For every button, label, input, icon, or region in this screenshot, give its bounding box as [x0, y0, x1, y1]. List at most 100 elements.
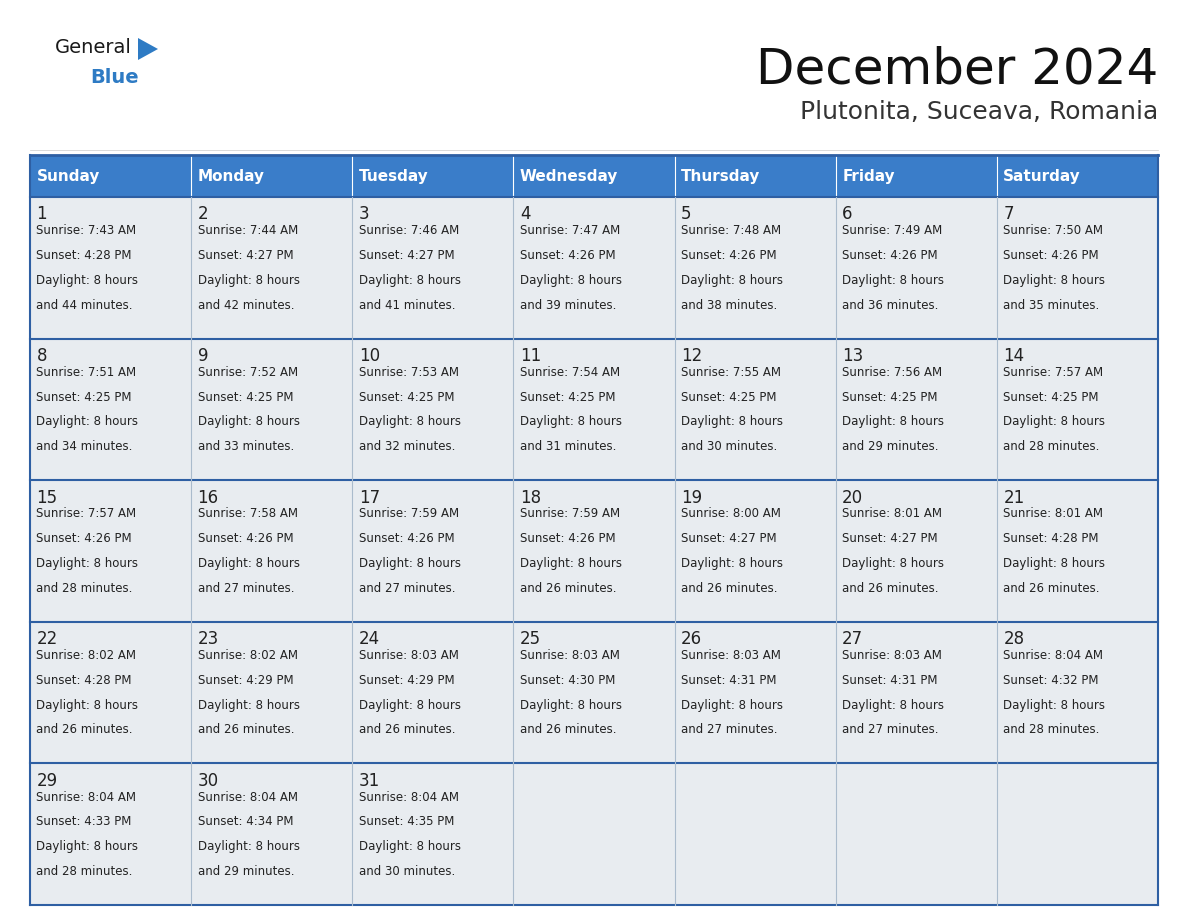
Text: Daylight: 8 hours: Daylight: 8 hours: [197, 699, 299, 711]
Text: and 39 minutes.: and 39 minutes.: [520, 298, 617, 311]
Bar: [30, 197, 1158, 339]
Text: Plutonita, Suceava, Romania: Plutonita, Suceava, Romania: [800, 100, 1158, 124]
Text: Daylight: 8 hours: Daylight: 8 hours: [1004, 557, 1105, 570]
Text: Daylight: 8 hours: Daylight: 8 hours: [842, 416, 944, 429]
Text: Daylight: 8 hours: Daylight: 8 hours: [681, 274, 783, 286]
Text: Sunrise: 7:44 AM: Sunrise: 7:44 AM: [197, 224, 298, 237]
Text: Sunrise: 8:04 AM: Sunrise: 8:04 AM: [37, 790, 137, 803]
Text: 3: 3: [359, 206, 369, 223]
Bar: [835, 155, 997, 197]
Text: Sunset: 4:25 PM: Sunset: 4:25 PM: [681, 391, 777, 404]
Bar: [675, 155, 835, 197]
Text: Sunset: 4:26 PM: Sunset: 4:26 PM: [359, 532, 454, 545]
Text: Daylight: 8 hours: Daylight: 8 hours: [1004, 416, 1105, 429]
Text: Sunrise: 8:04 AM: Sunrise: 8:04 AM: [1004, 649, 1104, 662]
Text: Sunset: 4:26 PM: Sunset: 4:26 PM: [520, 532, 615, 545]
Text: Sunrise: 7:56 AM: Sunrise: 7:56 AM: [842, 366, 942, 379]
Bar: [997, 155, 1158, 197]
Text: 27: 27: [842, 631, 864, 648]
Text: Saturday: Saturday: [1004, 169, 1081, 184]
Text: December 2024: December 2024: [756, 45, 1158, 93]
Text: Daylight: 8 hours: Daylight: 8 hours: [37, 416, 139, 429]
Text: Sunrise: 8:03 AM: Sunrise: 8:03 AM: [520, 649, 620, 662]
Text: Thursday: Thursday: [681, 169, 760, 184]
Text: and 27 minutes.: and 27 minutes.: [842, 723, 939, 736]
Text: Sunset: 4:31 PM: Sunset: 4:31 PM: [681, 674, 777, 687]
Text: Sunset: 4:31 PM: Sunset: 4:31 PM: [842, 674, 937, 687]
Text: General: General: [55, 38, 132, 57]
Text: and 41 minutes.: and 41 minutes.: [359, 298, 455, 311]
Text: Sunset: 4:25 PM: Sunset: 4:25 PM: [359, 391, 454, 404]
Text: Sunrise: 7:52 AM: Sunrise: 7:52 AM: [197, 366, 298, 379]
Text: and 44 minutes.: and 44 minutes.: [37, 298, 133, 311]
Text: 16: 16: [197, 488, 219, 507]
Text: 28: 28: [1004, 631, 1024, 648]
Text: Sunset: 4:32 PM: Sunset: 4:32 PM: [1004, 674, 1099, 687]
Text: 31: 31: [359, 772, 380, 789]
Text: Sunset: 4:25 PM: Sunset: 4:25 PM: [37, 391, 132, 404]
Text: Daylight: 8 hours: Daylight: 8 hours: [359, 840, 461, 853]
Text: 12: 12: [681, 347, 702, 365]
Text: and 26 minutes.: and 26 minutes.: [520, 723, 617, 736]
Text: Daylight: 8 hours: Daylight: 8 hours: [842, 274, 944, 286]
Text: 5: 5: [681, 206, 691, 223]
Text: Daylight: 8 hours: Daylight: 8 hours: [520, 699, 621, 711]
Text: and 28 minutes.: and 28 minutes.: [1004, 723, 1100, 736]
Text: 13: 13: [842, 347, 864, 365]
Text: and 29 minutes.: and 29 minutes.: [842, 441, 939, 453]
Text: Daylight: 8 hours: Daylight: 8 hours: [197, 416, 299, 429]
Text: Sunrise: 7:43 AM: Sunrise: 7:43 AM: [37, 224, 137, 237]
Text: Daylight: 8 hours: Daylight: 8 hours: [520, 274, 621, 286]
Text: 19: 19: [681, 488, 702, 507]
Text: and 26 minutes.: and 26 minutes.: [197, 723, 295, 736]
Text: and 27 minutes.: and 27 minutes.: [197, 582, 295, 595]
Text: Sunrise: 7:53 AM: Sunrise: 7:53 AM: [359, 366, 459, 379]
Text: Daylight: 8 hours: Daylight: 8 hours: [520, 557, 621, 570]
Text: 20: 20: [842, 488, 864, 507]
Text: Sunrise: 7:55 AM: Sunrise: 7:55 AM: [681, 366, 781, 379]
Text: Sunrise: 8:04 AM: Sunrise: 8:04 AM: [359, 790, 459, 803]
Text: Sunrise: 7:49 AM: Sunrise: 7:49 AM: [842, 224, 942, 237]
Text: Daylight: 8 hours: Daylight: 8 hours: [520, 416, 621, 429]
Text: Daylight: 8 hours: Daylight: 8 hours: [37, 699, 139, 711]
Text: 7: 7: [1004, 206, 1013, 223]
Text: and 31 minutes.: and 31 minutes.: [520, 441, 617, 453]
Text: 15: 15: [37, 488, 57, 507]
Text: and 38 minutes.: and 38 minutes.: [681, 298, 777, 311]
Bar: [30, 339, 1158, 480]
Text: Sunrise: 8:01 AM: Sunrise: 8:01 AM: [1004, 508, 1104, 521]
Text: Sunrise: 8:01 AM: Sunrise: 8:01 AM: [842, 508, 942, 521]
Text: and 36 minutes.: and 36 minutes.: [842, 298, 939, 311]
Text: 11: 11: [520, 347, 541, 365]
Text: Sunset: 4:35 PM: Sunset: 4:35 PM: [359, 815, 454, 828]
Text: Sunset: 4:25 PM: Sunset: 4:25 PM: [520, 391, 615, 404]
Text: Daylight: 8 hours: Daylight: 8 hours: [842, 699, 944, 711]
Text: 4: 4: [520, 206, 530, 223]
Text: Sunset: 4:25 PM: Sunset: 4:25 PM: [1004, 391, 1099, 404]
Bar: [191, 155, 353, 197]
Text: Daylight: 8 hours: Daylight: 8 hours: [359, 416, 461, 429]
Text: Sunset: 4:27 PM: Sunset: 4:27 PM: [197, 249, 293, 262]
Text: 23: 23: [197, 631, 219, 648]
Text: and 28 minutes.: and 28 minutes.: [1004, 441, 1100, 453]
Text: and 30 minutes.: and 30 minutes.: [681, 441, 777, 453]
Text: Daylight: 8 hours: Daylight: 8 hours: [681, 416, 783, 429]
Text: and 33 minutes.: and 33 minutes.: [197, 441, 293, 453]
Text: Sunrise: 8:02 AM: Sunrise: 8:02 AM: [37, 649, 137, 662]
Bar: [30, 764, 1158, 905]
Text: and 29 minutes.: and 29 minutes.: [197, 865, 295, 878]
Text: Sunrise: 7:57 AM: Sunrise: 7:57 AM: [1004, 366, 1104, 379]
Text: Sunset: 4:34 PM: Sunset: 4:34 PM: [197, 815, 293, 828]
Text: Sunrise: 7:46 AM: Sunrise: 7:46 AM: [359, 224, 459, 237]
Text: Daylight: 8 hours: Daylight: 8 hours: [359, 557, 461, 570]
Text: 24: 24: [359, 631, 380, 648]
Text: 29: 29: [37, 772, 57, 789]
Text: Monday: Monday: [197, 169, 265, 184]
Text: Sunset: 4:26 PM: Sunset: 4:26 PM: [842, 249, 937, 262]
Text: Daylight: 8 hours: Daylight: 8 hours: [197, 274, 299, 286]
Text: Daylight: 8 hours: Daylight: 8 hours: [842, 557, 944, 570]
Bar: [513, 155, 675, 197]
Text: Daylight: 8 hours: Daylight: 8 hours: [197, 557, 299, 570]
Text: 30: 30: [197, 772, 219, 789]
Text: and 27 minutes.: and 27 minutes.: [681, 723, 777, 736]
